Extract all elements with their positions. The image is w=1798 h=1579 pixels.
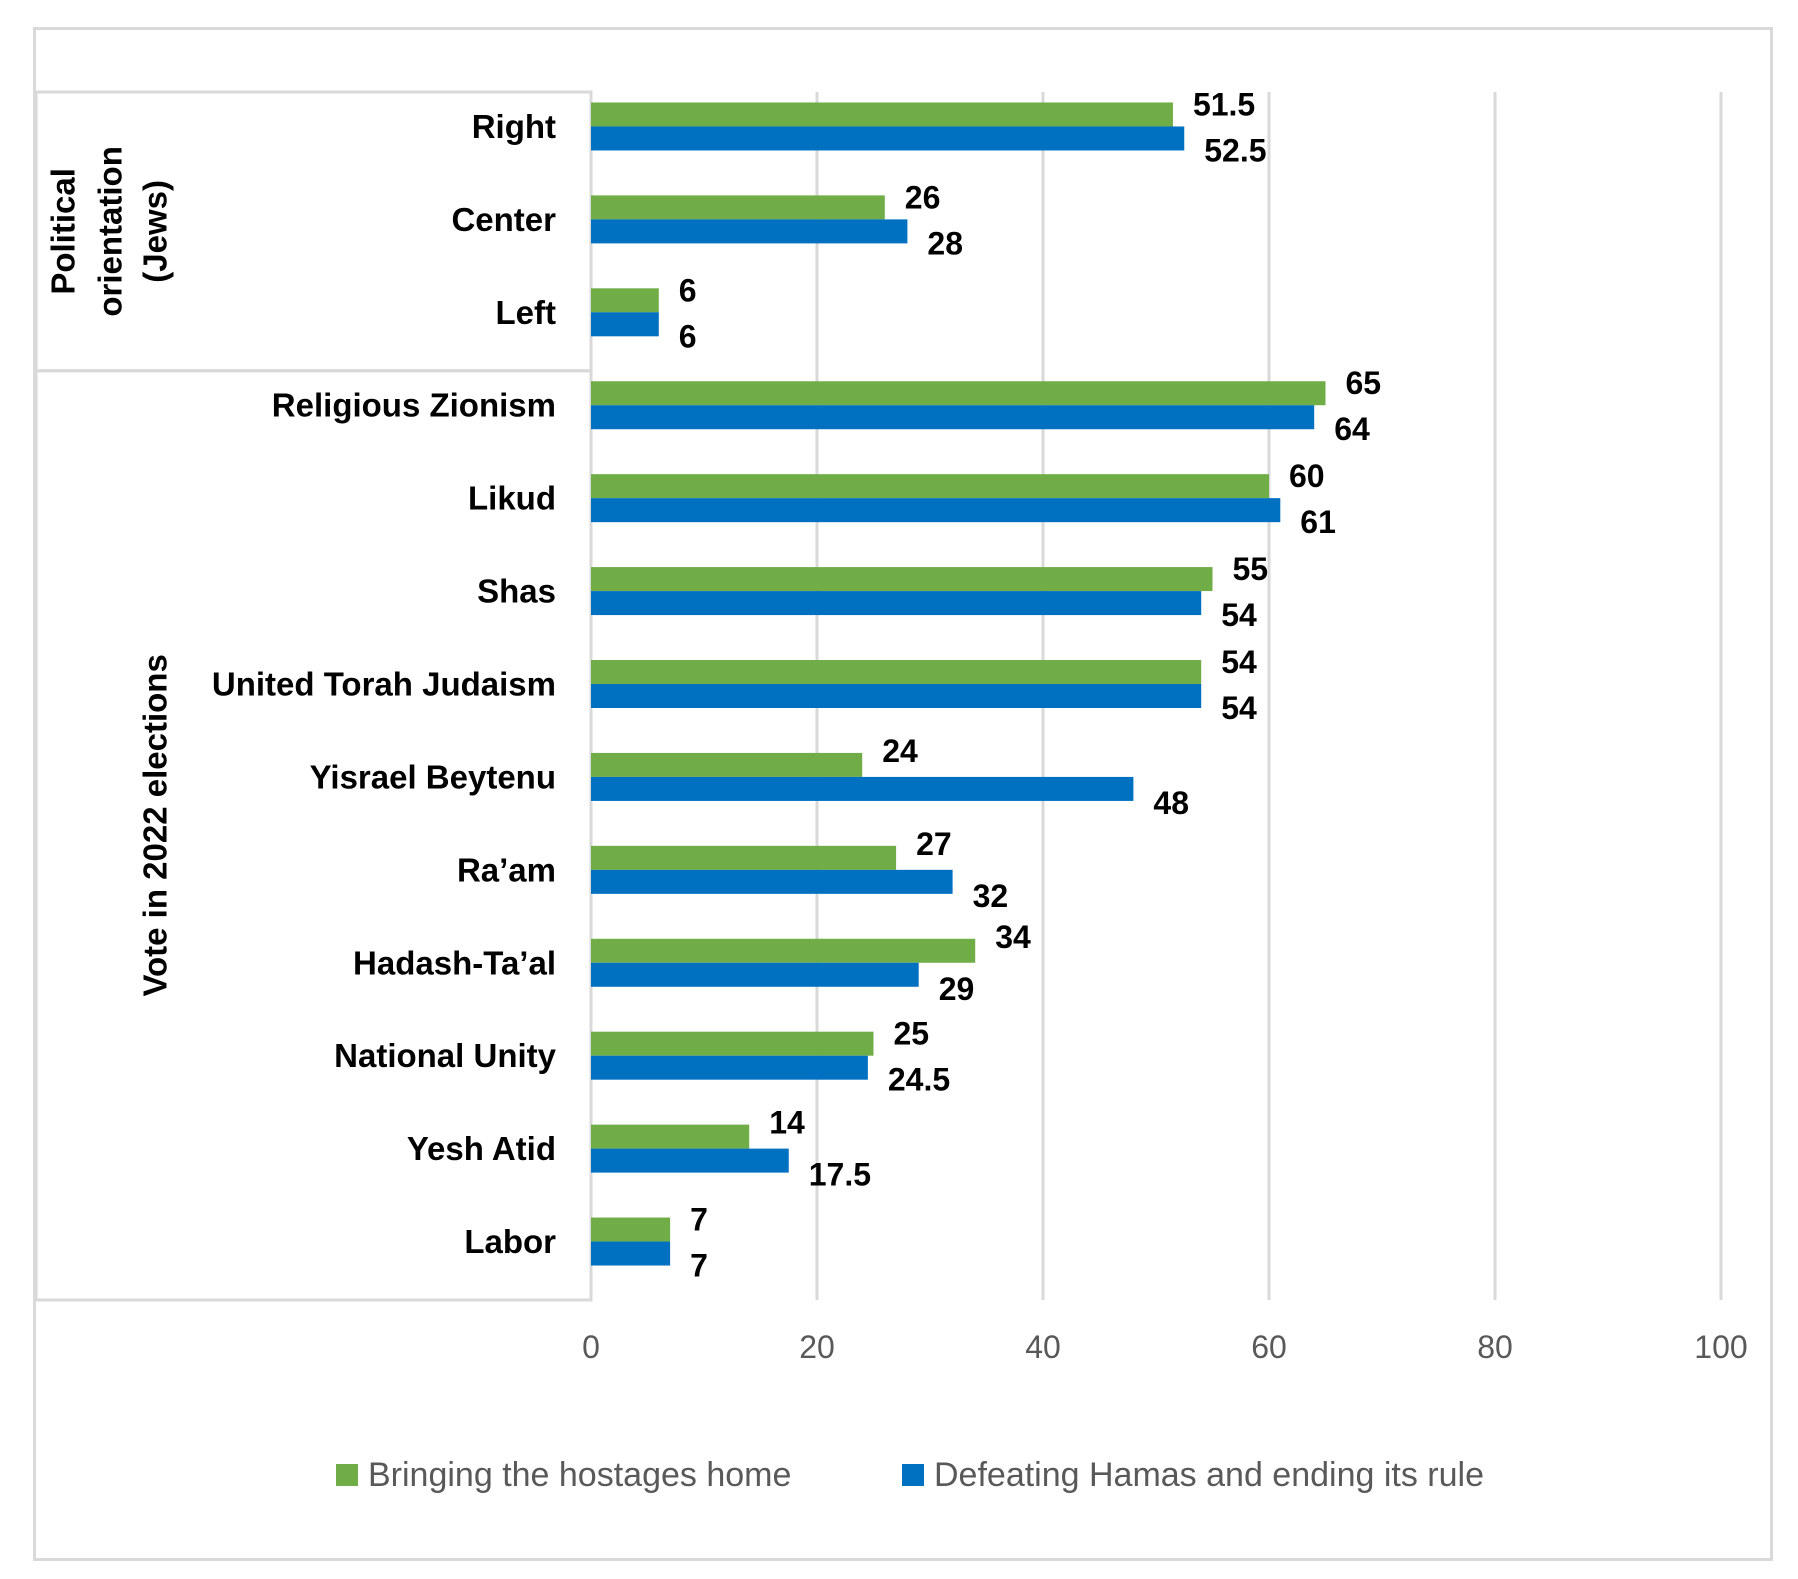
category-label: National Unity: [334, 1037, 556, 1074]
value-label-hostages: 55: [1233, 551, 1269, 587]
x-tick-label: 80: [1477, 1329, 1513, 1365]
value-label-hamas: 6: [679, 318, 697, 354]
legend-swatch-hostages: [336, 1464, 358, 1486]
x-tick-label: 20: [799, 1329, 835, 1365]
legend-label-hostages: Bringing the hostages home: [368, 1456, 791, 1494]
value-label-hostages: 60: [1289, 458, 1325, 494]
value-label-hostages: 51.5: [1193, 86, 1255, 122]
value-label-hamas: 64: [1334, 411, 1370, 447]
bar-hostages: [591, 752, 863, 777]
category-label: Religious Zionism: [272, 387, 556, 424]
legend-label-hamas: Defeating Hamas and ending its rule: [934, 1456, 1484, 1494]
category-label: Labor: [464, 1223, 556, 1260]
bar-hamas: [591, 869, 953, 894]
bar-hostages: [591, 195, 885, 220]
bar-hostages: [591, 1031, 874, 1056]
bar-hostages: [591, 102, 1173, 127]
bar-hostages: [591, 567, 1213, 592]
value-label-hamas: 54: [1221, 690, 1257, 726]
value-label-hostages: 26: [905, 179, 941, 215]
x-tick-label: 40: [1025, 1329, 1061, 1365]
bar-hostages: [591, 1124, 750, 1149]
category-label: Likud: [468, 480, 556, 517]
bar-hostages: [591, 938, 976, 963]
group-label-vote-2022: Vote in 2022 elections: [137, 654, 174, 996]
group-label-political-orientation: (Jews): [137, 180, 174, 283]
category-label: United Torah Judaism: [212, 666, 556, 703]
bar-hostages: [591, 288, 659, 313]
value-label-hostages: 7: [690, 1202, 708, 1238]
category-label: Yisrael Beytenu: [310, 758, 556, 795]
value-label-hamas: 32: [973, 878, 1009, 914]
category-label: Right: [472, 108, 556, 145]
x-tick-label: 60: [1251, 1329, 1287, 1365]
value-label-hamas: 48: [1153, 785, 1189, 821]
category-label: Shas: [477, 573, 556, 610]
x-tick-label: 100: [1694, 1329, 1747, 1365]
bar-hamas: [591, 312, 659, 337]
value-label-hostages: 54: [1221, 644, 1257, 680]
value-label-hostages: 65: [1346, 365, 1382, 401]
category-label: Yesh Atid: [407, 1130, 556, 1167]
category-label: Ra’am: [457, 851, 556, 888]
group-label-political-orientation: orientation: [92, 146, 129, 317]
value-label-hostages: 14: [769, 1105, 805, 1141]
value-label-hostages: 27: [916, 826, 952, 862]
value-label-hamas: 52.5: [1204, 132, 1266, 168]
category-label: Center: [451, 201, 556, 238]
value-label-hamas: 24.5: [888, 1062, 950, 1098]
bar-hamas: [591, 1148, 789, 1173]
legend-swatch-hamas: [902, 1464, 924, 1486]
value-label-hostages: 25: [894, 1016, 930, 1052]
bar-hostages: [591, 1217, 671, 1242]
bar-hamas: [591, 126, 1185, 151]
x-tick-label: 0: [582, 1329, 600, 1365]
bar-hamas: [591, 498, 1281, 523]
value-label-hostages: 24: [882, 733, 918, 769]
bar-hamas: [591, 1241, 671, 1266]
bar-hamas: [591, 591, 1202, 616]
bar-hamas: [591, 684, 1202, 708]
value-label-hamas: 29: [939, 971, 975, 1007]
bar-hamas: [591, 776, 1134, 801]
value-label-hostages: 6: [679, 272, 697, 308]
bar-hamas: [591, 219, 908, 244]
bar-hamas: [591, 405, 1315, 430]
bar-hamas: [591, 1055, 868, 1080]
value-label-hamas: 54: [1221, 597, 1257, 633]
bar-hostages: [591, 381, 1326, 406]
bar-hostages: [591, 660, 1202, 684]
bar-hamas: [591, 962, 919, 987]
value-label-hamas: 17.5: [809, 1157, 871, 1193]
value-label-hamas: 7: [690, 1248, 708, 1284]
category-label: Hadash-Ta’al: [353, 944, 556, 981]
bar-hostages: [591, 474, 1269, 499]
bar-hostages: [591, 845, 897, 870]
category-label: Left: [496, 294, 557, 331]
value-label-hamas: 28: [927, 225, 963, 261]
value-label-hamas: 61: [1300, 504, 1336, 540]
value-label-hostages: 34: [995, 919, 1031, 955]
group-label-political-orientation: Political: [45, 168, 82, 295]
